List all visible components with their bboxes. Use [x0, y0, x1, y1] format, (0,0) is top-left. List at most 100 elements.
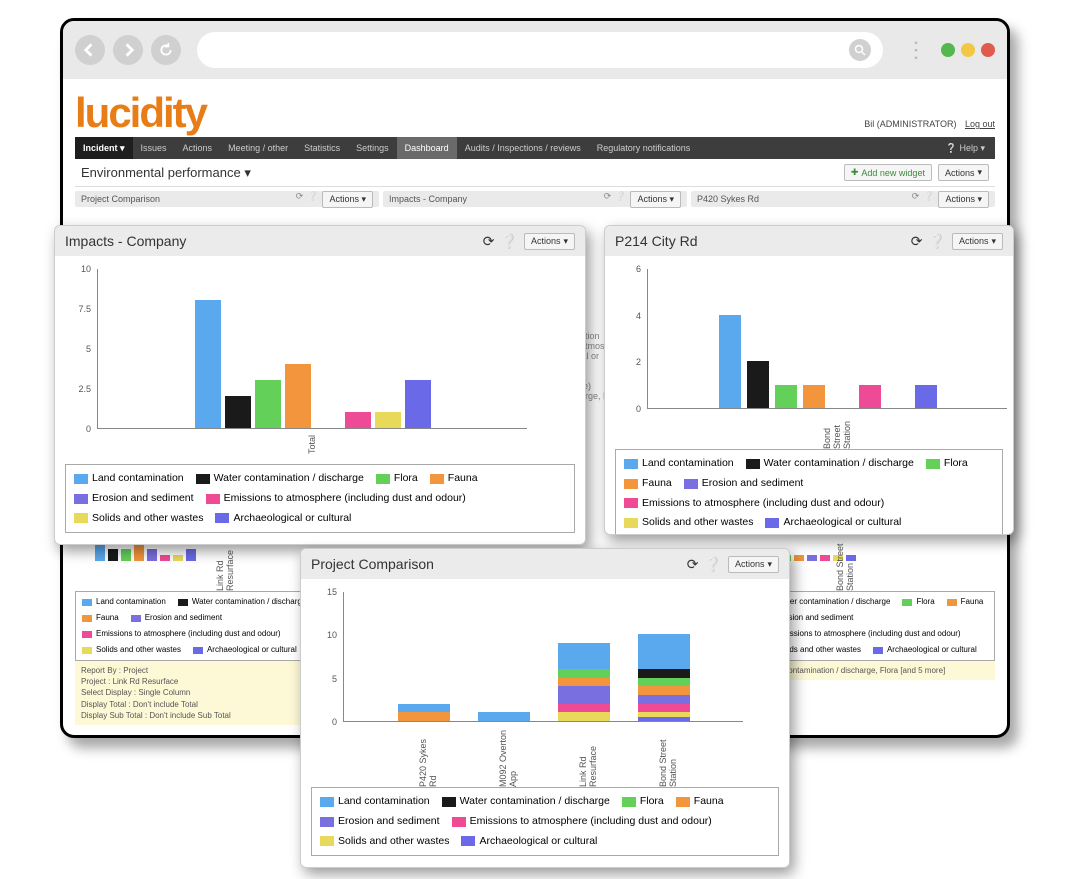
chart-bar — [915, 385, 937, 408]
y-tick-label: 10 — [311, 630, 337, 640]
window-dot-red[interactable] — [981, 43, 995, 57]
legend-item: Fauna — [947, 596, 984, 608]
nav-reload-button[interactable] — [151, 35, 181, 65]
stacked-bar-segment — [398, 704, 450, 713]
widget-header: Project Comparison⟳❔Actions ▾ — [75, 191, 379, 207]
help-icon[interactable]: ❔ — [615, 191, 626, 208]
help-icon[interactable]: ❔ — [923, 191, 934, 208]
actions-button[interactable]: Actions ▾ — [322, 191, 373, 208]
proj-legend: Land contaminationWater contamination / … — [311, 787, 779, 856]
bg-right-legend: Water contamination / dischargeFloraFaun… — [755, 591, 995, 661]
help-menu[interactable]: ❔ Help ▾ — [936, 143, 995, 154]
legend-item: Erosion and sediment — [684, 476, 804, 492]
page-header: Environmental performance ▾ ✚ Add new wi… — [75, 159, 995, 187]
bg-bar — [186, 549, 196, 561]
x-axis-label: Total — [307, 435, 317, 454]
chart-bar — [775, 385, 797, 408]
actions-button[interactable]: Actions ▾ — [938, 191, 989, 208]
help-icon[interactable]: ❔ — [501, 233, 518, 250]
menu-item-incident[interactable]: Incident ▾ — [75, 137, 133, 159]
bg-right-xlabel: Bond Street Station — [835, 541, 855, 591]
legend-item: Flora — [926, 456, 968, 472]
nav-back-button[interactable] — [75, 35, 105, 65]
menu-item-meeting-other[interactable]: Meeting / other — [220, 137, 296, 159]
logout-link[interactable]: Log out — [965, 119, 995, 129]
x-category-label: Bond Street Station — [658, 728, 678, 787]
menu-item-settings[interactable]: Settings — [348, 137, 397, 159]
stacked-bar-segment — [638, 704, 690, 713]
y-tick-label: 0 — [615, 404, 641, 414]
bg-bar — [134, 543, 144, 561]
chart-bar — [195, 300, 221, 428]
legend-item: Solids and other wastes — [624, 515, 753, 531]
stacked-bar-segment — [638, 678, 690, 687]
panel-header: Impacts - Company ⟳ ❔ Actions ▾ — [55, 226, 585, 256]
stacked-bar-segment — [558, 678, 610, 687]
legend-item: Land contamination — [624, 456, 734, 472]
menu-item-actions[interactable]: Actions — [175, 137, 221, 159]
legend-item: Fauna — [624, 476, 672, 492]
y-tick-label: 5 — [311, 674, 337, 684]
chart-bar — [345, 412, 371, 428]
legend-item: Erosion and sediment — [74, 491, 194, 507]
help-icon[interactable]: ❔ — [705, 556, 722, 573]
refresh-icon[interactable]: ⟳ — [296, 191, 304, 208]
menu-item-audits-inspections-reviews[interactable]: Audits / Inspections / reviews — [457, 137, 589, 159]
window-dot-green[interactable] — [941, 43, 955, 57]
panel-actions-button[interactable]: Actions ▾ — [524, 233, 575, 250]
panel-actions-button[interactable]: Actions ▾ — [728, 556, 779, 573]
menu-item-dashboard[interactable]: Dashboard — [397, 137, 457, 159]
menu-item-issues[interactable]: Issues — [133, 137, 175, 159]
refresh-icon[interactable]: ⟳ — [483, 233, 495, 250]
actions-button[interactable]: Actions ▾ — [630, 191, 681, 208]
legend-item: Flora — [622, 794, 664, 810]
bg-right-foot: Water contamination / discharge, Flora [… — [755, 661, 995, 680]
panel-title: Impacts - Company — [65, 233, 186, 249]
menu-item-statistics[interactable]: Statistics — [296, 137, 348, 159]
main-menu: Incident ▾IssuesActionsMeeting / otherSt… — [75, 137, 995, 159]
stacked-bar-segment — [478, 712, 530, 721]
legend-item: Solids and other wastes — [82, 644, 181, 656]
legend-item: Archaeological or cultural — [215, 511, 351, 527]
legend-item: Land contamination — [82, 596, 166, 608]
help-icon[interactable]: ❔ — [307, 191, 318, 208]
panel-title: Project Comparison — [311, 556, 434, 572]
bg-bar — [160, 555, 170, 561]
widget-header-row: Project Comparison⟳❔Actions ▾Impacts - C… — [75, 187, 995, 211]
refresh-icon[interactable]: ⟳ — [911, 233, 923, 250]
page-actions-button[interactable]: Actions ▾ — [938, 164, 989, 181]
refresh-icon[interactable]: ⟳ — [604, 191, 612, 208]
legend-item: Land contamination — [74, 471, 184, 487]
legend-item: Water contamination / discharge — [442, 794, 610, 810]
page-title: Environmental performance ▾ — [81, 165, 251, 181]
impacts-legend: Land contaminationWater contamination / … — [65, 464, 575, 533]
bg-bar — [807, 555, 817, 561]
stacked-bar-segment — [638, 717, 690, 721]
y-tick-label: 6 — [615, 264, 641, 274]
panel-actions-button[interactable]: Actions ▾ — [952, 233, 1003, 250]
y-tick-label: 7.5 — [65, 304, 91, 314]
chart-bar — [803, 385, 825, 408]
chart-bar — [375, 412, 401, 428]
bg-bar — [820, 555, 830, 561]
menu-item-regulatory-notifications[interactable]: Regulatory notifications — [589, 137, 699, 159]
nav-forward-button[interactable] — [113, 35, 143, 65]
refresh-icon[interactable]: ⟳ — [687, 556, 699, 573]
legend-item: Erosion and sediment — [131, 612, 222, 624]
refresh-icon[interactable]: ⟳ — [912, 191, 920, 208]
panel-header: Project Comparison ⟳ ❔ Actions ▾ — [301, 549, 789, 579]
add-widget-button[interactable]: ✚ Add new widget — [844, 164, 932, 181]
y-tick-label: 5 — [65, 344, 91, 354]
window-controls — [941, 43, 995, 57]
chart-bar — [719, 315, 741, 408]
legend-item: Water contamination / discharge — [178, 596, 306, 608]
help-icon[interactable]: ❔ — [929, 233, 946, 250]
stacked-bar-segment — [638, 669, 690, 678]
window-dot-yellow[interactable] — [961, 43, 975, 57]
browser-menu-icon[interactable]: ⋮ — [899, 37, 933, 63]
stacked-bar-segment — [558, 686, 610, 703]
address-bar[interactable] — [197, 32, 883, 68]
legend-item: Emissions to atmosphere (including dust … — [82, 628, 281, 640]
legend-item: Emissions to atmosphere (including dust … — [762, 628, 961, 640]
user-label: Bil (ADMINISTRATOR) — [864, 119, 956, 129]
